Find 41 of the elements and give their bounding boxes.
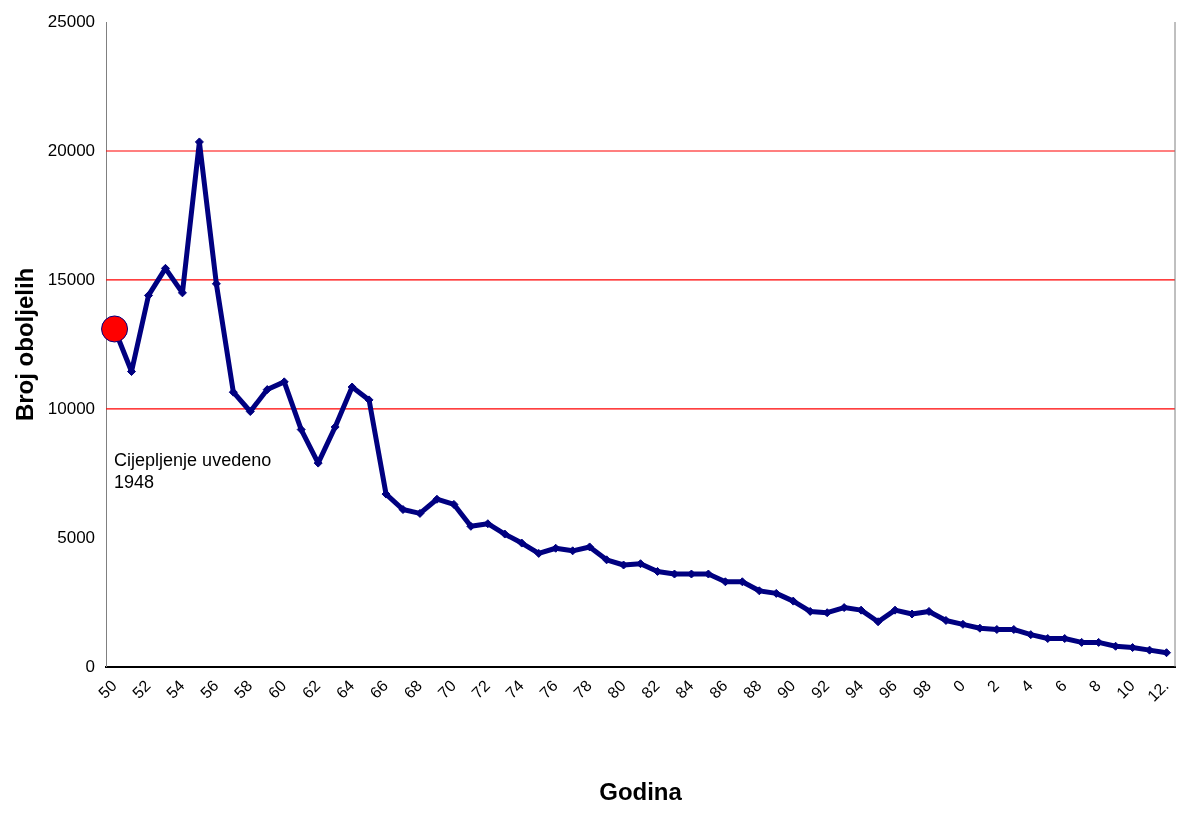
x-tick-label: 58 [230,676,256,702]
x-tick-label: 96 [875,676,901,702]
x-tick-label: 52 [129,676,154,702]
x-tick-label: 74 [502,676,528,702]
x-tick-label: 98 [909,676,935,702]
x-tick-label: 62 [298,676,324,702]
x-tick-label: 0 [949,676,969,696]
x-tick-label: 8 [1085,676,1104,696]
x-tick-label: 86 [706,676,731,702]
x-tick-label: 2 [983,676,1003,696]
x-tick-label: 4 [1017,676,1037,696]
y-tick-label: 15000 [47,269,96,289]
x-tick-label: 82 [638,676,663,702]
x-tick-label: 76 [536,676,562,702]
x-tick-label: 94 [841,676,867,702]
x-tick-label: 54 [163,676,188,702]
y-tick-label: 25000 [47,11,96,31]
annotation: Cijepljenje uvedeno 1948 [114,449,272,492]
x-tick-label: 50 [95,676,120,702]
x-tick-label: 88 [739,676,765,702]
x-tick-label: 6 [1051,676,1071,696]
y-axis-title: Broj oboljelih [11,267,39,422]
y-tick-label: 20000 [47,140,96,160]
x-tick-label: 12. [1144,676,1172,705]
y-tick-label: 5000 [57,527,96,547]
x-axis-title: Godina [599,778,683,806]
x-tick-label: 64 [332,676,358,702]
x-tick-label: 84 [672,676,697,702]
x-tick-label: 80 [604,676,629,702]
x-tick-label: 92 [807,676,833,702]
x-tick-label: 66 [366,676,392,702]
x-tick-label: 60 [264,676,290,702]
x-tick-label: 68 [400,676,426,702]
x-tick-label: 56 [196,676,222,702]
x-tick-label: 10 [1113,676,1138,702]
y-tick-label: 0 [85,656,96,676]
y-tick-label: 10000 [47,398,96,418]
x-tick-label: 78 [570,676,595,702]
x-tick-label: 90 [773,676,799,702]
x-tick-label: 72 [468,676,494,702]
x-tick-label: 70 [434,676,460,702]
